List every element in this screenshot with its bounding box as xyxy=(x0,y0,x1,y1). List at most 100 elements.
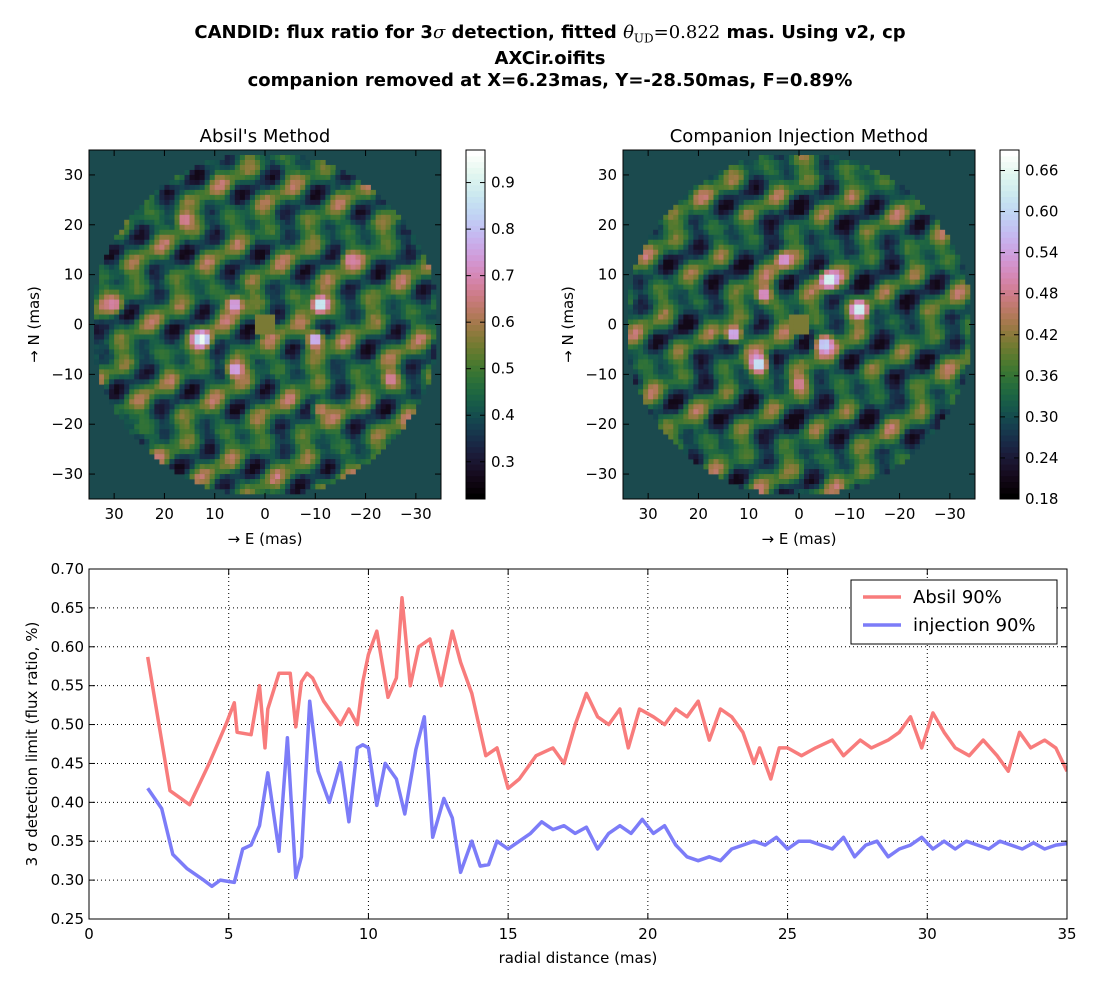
heatmap-cell xyxy=(234,344,241,350)
heatmap-cell xyxy=(259,154,266,161)
heatmap-cell xyxy=(219,394,226,400)
heatmap-cell xyxy=(144,334,150,340)
heatmap-cell xyxy=(335,169,341,176)
heatmap-cell xyxy=(179,254,185,260)
heatmap-cell xyxy=(270,269,276,275)
heatmap-cell xyxy=(390,399,397,405)
heatmap-cell xyxy=(723,234,729,241)
heatmap-cell xyxy=(743,234,750,241)
heatmap-cell xyxy=(628,334,634,340)
heatmap-cell xyxy=(365,259,371,265)
heatmap-cell xyxy=(325,479,331,485)
heatmap-cell xyxy=(229,444,236,450)
heatmap-cell xyxy=(430,334,437,340)
heatmap-cell xyxy=(209,349,216,355)
heatmap-cell xyxy=(244,154,251,161)
heatmap-cell xyxy=(124,424,130,430)
heatmap-cell xyxy=(415,319,422,325)
heatmap-cell xyxy=(94,324,100,330)
heatmap-cell xyxy=(380,219,386,226)
heatmap-cell xyxy=(229,369,236,375)
heatmap-cell xyxy=(290,439,296,445)
heatmap-cell xyxy=(285,249,291,255)
heatmap-cell xyxy=(728,194,734,201)
heatmap-cell xyxy=(728,259,734,265)
heatmap-cell xyxy=(174,299,180,305)
heatmap-cell xyxy=(290,234,296,241)
heatmap-cell xyxy=(214,384,221,390)
heatmap-cell xyxy=(315,189,321,196)
heatmap-cell xyxy=(159,219,165,226)
heatmap-cell xyxy=(683,199,689,206)
heatmap-cell xyxy=(310,304,316,310)
heatmap-cell xyxy=(743,164,750,171)
heatmap-cell xyxy=(350,369,356,375)
heatmap-cell xyxy=(698,224,704,231)
heatmap-cell xyxy=(365,394,371,400)
heatmap-cell xyxy=(370,224,376,231)
heatmap-cell xyxy=(738,334,744,340)
heatmap-cell xyxy=(179,179,185,186)
heatmap-cell xyxy=(320,324,326,330)
heatmap-cell xyxy=(320,439,326,445)
heatmap-cell xyxy=(360,329,366,335)
heatmap-cell xyxy=(723,459,729,465)
heatmap-cell xyxy=(149,209,155,216)
heatmap-cell xyxy=(224,414,231,420)
heatmap-cell xyxy=(224,374,231,380)
heatmap-cell xyxy=(723,449,729,455)
heatmap-cell xyxy=(109,314,115,320)
heatmap-cell xyxy=(668,364,674,370)
heatmap-cell xyxy=(738,174,744,181)
heatmap-cell xyxy=(224,294,231,300)
heatmap-cell xyxy=(244,324,251,330)
heatmap-cell xyxy=(164,209,170,216)
heatmap-cell xyxy=(628,354,634,360)
heatmap-cell xyxy=(259,279,266,285)
heatmap-cell xyxy=(425,354,432,360)
heatmap-cell xyxy=(683,434,689,440)
heatmap-cell xyxy=(144,329,150,335)
heatmap-cell xyxy=(370,334,376,340)
heatmap-cell xyxy=(330,339,336,345)
heatmap-cell xyxy=(345,404,351,410)
heatmap-cell xyxy=(708,239,714,246)
heatmap-cell xyxy=(94,294,100,300)
heatmap-cell xyxy=(280,439,286,445)
heatmap-cell xyxy=(134,414,140,420)
heatmap-cell xyxy=(315,214,321,221)
heatmap-cell xyxy=(285,214,291,221)
heatmap-cell xyxy=(169,439,175,445)
heatmap-cell xyxy=(713,289,719,295)
heatmap-cell xyxy=(693,439,699,445)
heatmap-cell xyxy=(733,334,739,340)
heatmap-cell xyxy=(723,224,729,231)
heatmap-cell xyxy=(693,429,699,435)
heatmap-cell xyxy=(114,264,120,270)
heatmap-cell xyxy=(134,254,140,260)
heatmap-cell xyxy=(738,444,744,450)
heatmap-cell xyxy=(254,274,261,280)
heatmap-cell xyxy=(149,349,155,355)
heatmap-cell xyxy=(365,244,371,251)
heatmap-cell xyxy=(224,379,231,385)
heatmap-cell xyxy=(254,189,261,196)
heatmap-cell xyxy=(405,234,412,241)
heatmap-cell xyxy=(410,324,417,330)
heatmap-cell xyxy=(154,269,160,275)
colorbar-swatch xyxy=(466,324,485,331)
heatmap-cell xyxy=(159,434,165,440)
heatmap-cell xyxy=(733,274,739,280)
heatmap-cell xyxy=(124,244,130,251)
heatmap-cell xyxy=(99,269,105,275)
heatmap-cell xyxy=(728,294,734,300)
heatmap-cell xyxy=(385,294,392,300)
heatmap-cell xyxy=(259,364,266,370)
heatmap-cell xyxy=(134,369,140,375)
heatmap-cell xyxy=(360,234,366,241)
heatmap-cell xyxy=(663,359,669,365)
heatmap-cell xyxy=(189,439,195,445)
heatmap-cell xyxy=(265,244,271,251)
heatmap-cell xyxy=(219,419,226,425)
heatmap-cell xyxy=(360,189,366,196)
